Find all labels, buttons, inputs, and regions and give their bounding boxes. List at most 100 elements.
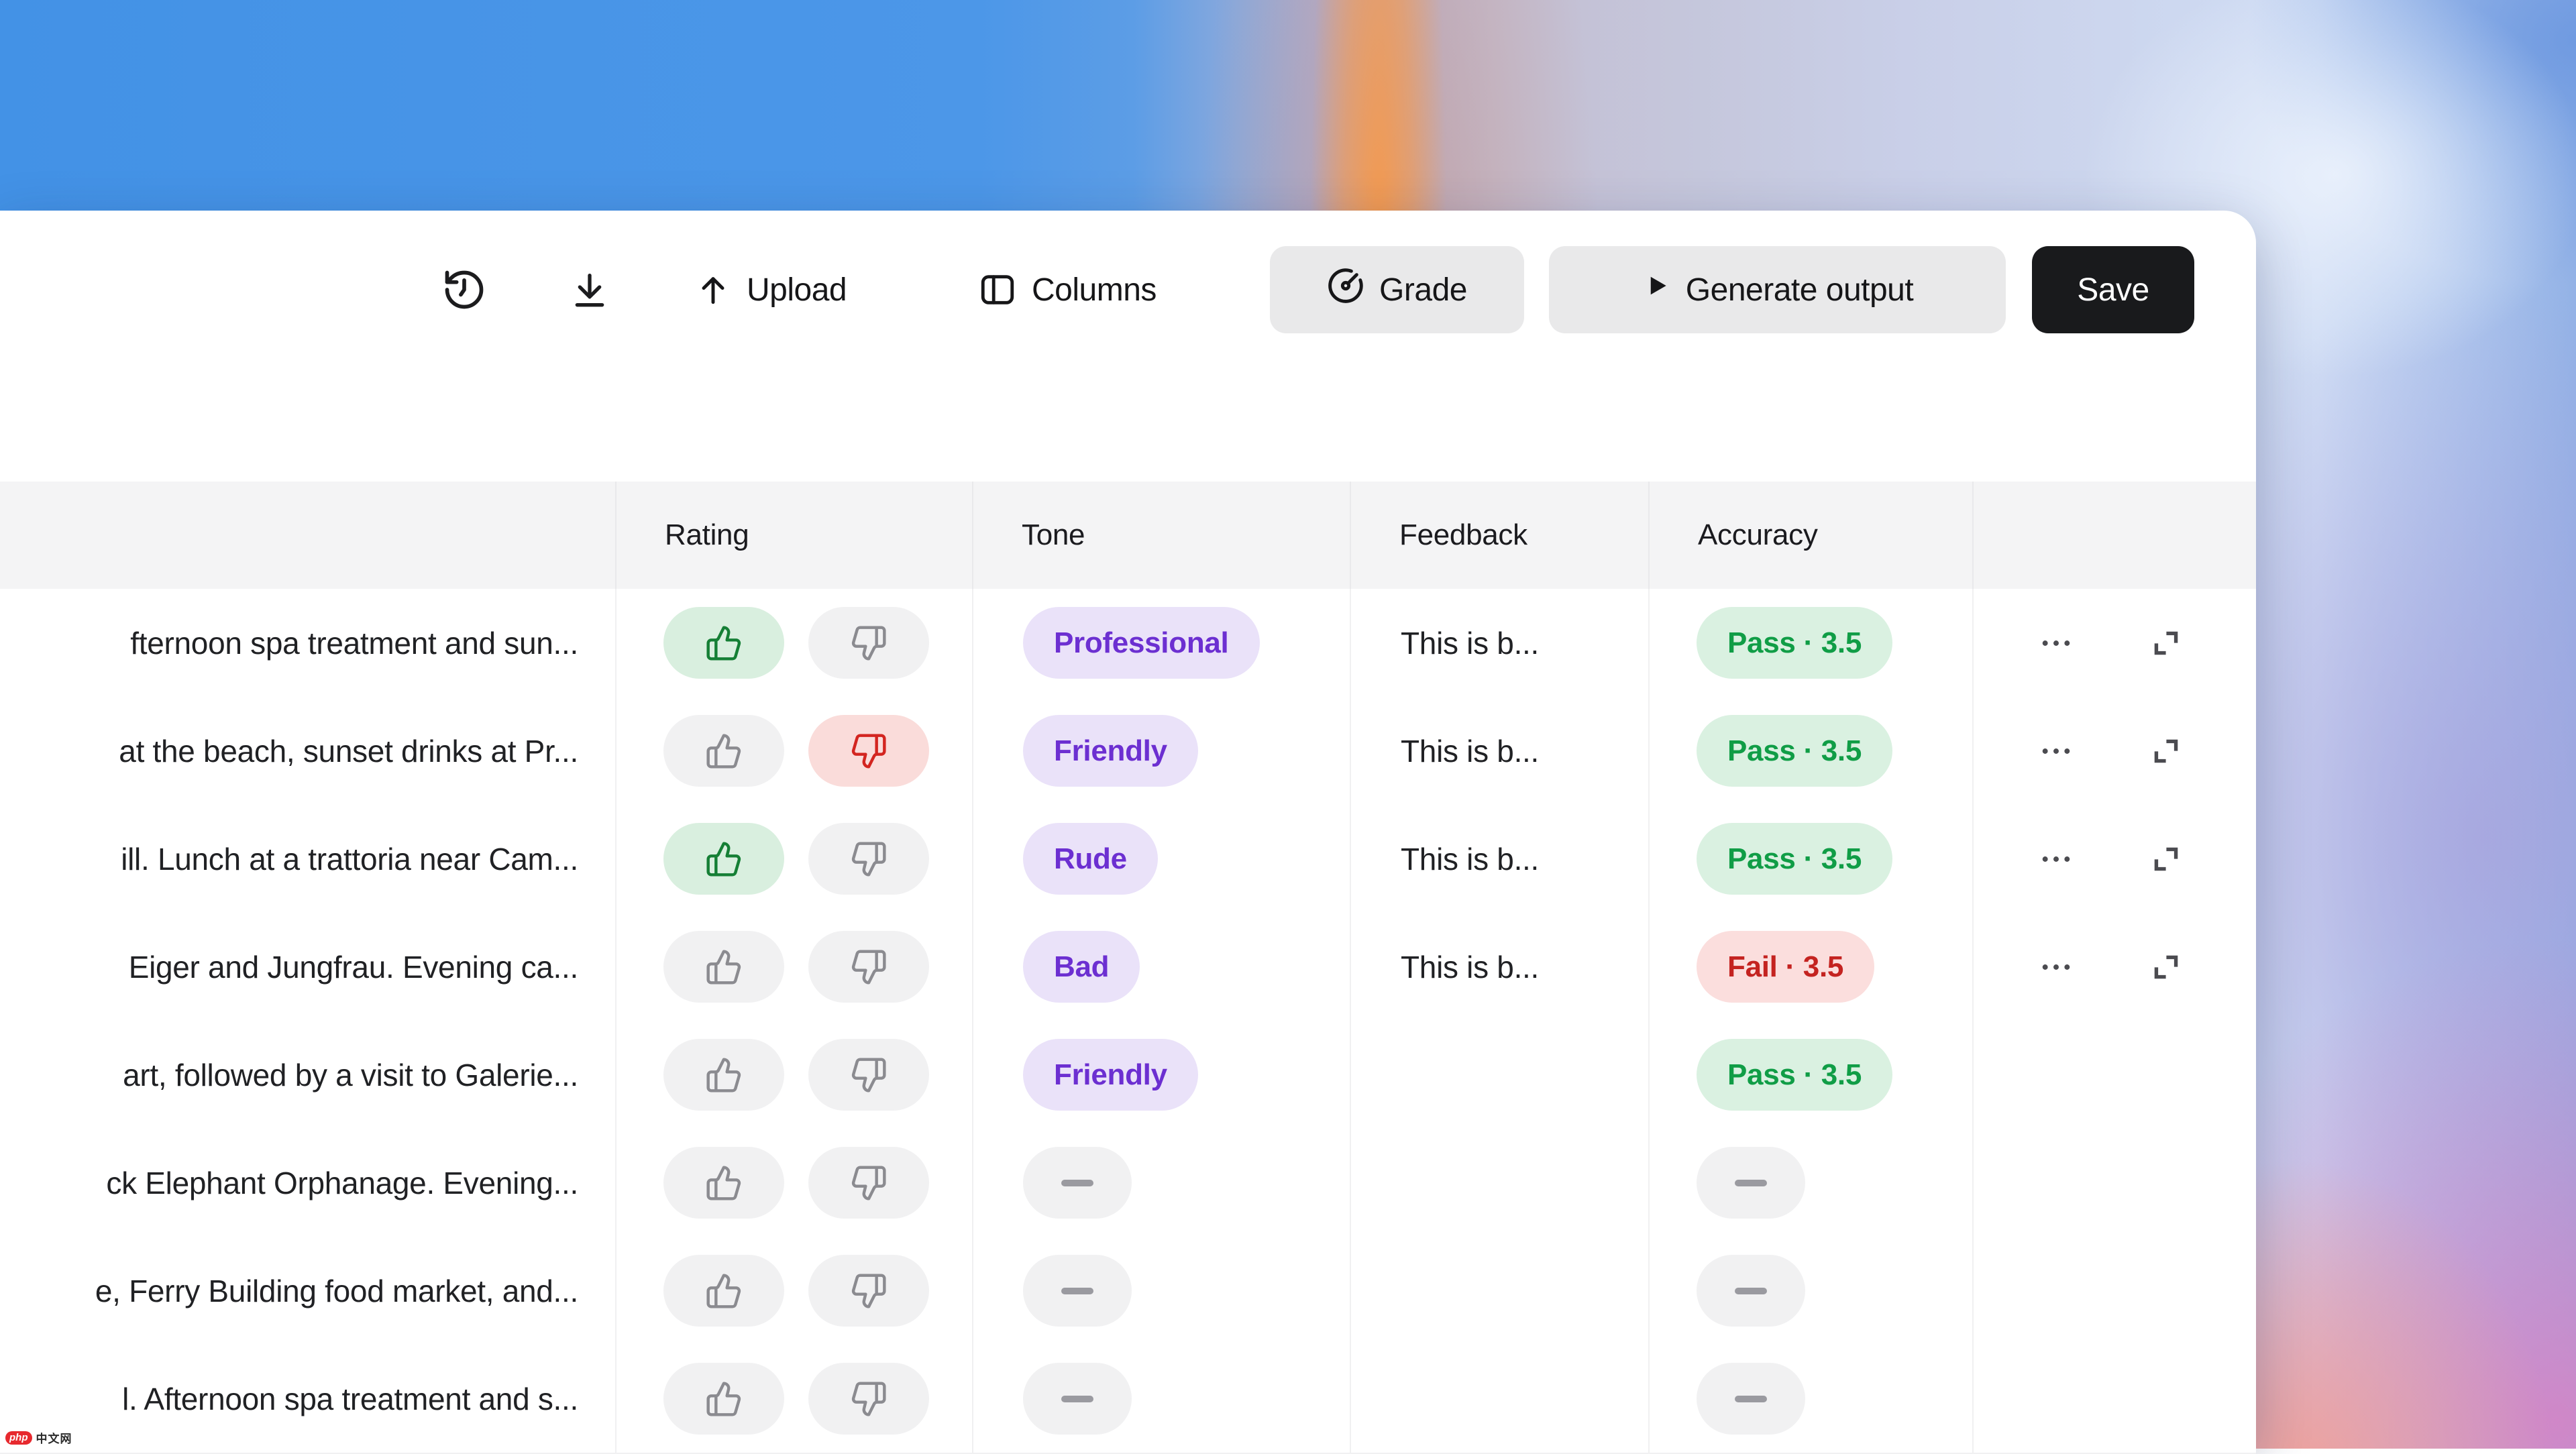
- input-cell[interactable]: ck Elephant Orphanage. Evening...: [0, 1129, 615, 1237]
- feedback-cell[interactable]: [1350, 1129, 1648, 1237]
- dash-icon: [1735, 1287, 1767, 1294]
- accuracy-cell[interactable]: Pass · 3.5: [1648, 697, 1972, 805]
- thumbs-up-button[interactable]: [663, 931, 784, 1003]
- accuracy-cell[interactable]: Fail · 3.5: [1648, 913, 1972, 1021]
- actions-cell: [1972, 1021, 2256, 1129]
- feedback-cell[interactable]: [1350, 1237, 1648, 1345]
- thumbs-down-button[interactable]: [808, 1039, 929, 1111]
- thumbs-down-button[interactable]: [808, 715, 929, 787]
- save-button[interactable]: Save: [2032, 246, 2194, 333]
- row-menu-button[interactable]: [2037, 732, 2075, 770]
- thumbs-down-button[interactable]: [808, 607, 929, 679]
- tone-badge: Friendly: [1023, 1039, 1198, 1111]
- actions-cell: [1972, 1345, 2256, 1453]
- input-cell[interactable]: Eiger and Jungfrau. Evening ca...: [0, 913, 615, 1021]
- watermark-text: 中文网: [36, 1433, 72, 1445]
- watermark: php 中文网: [5, 1429, 72, 1446]
- accuracy-badge: Pass · 3.5: [1697, 607, 1893, 679]
- feedback-cell[interactable]: This is b...: [1350, 589, 1648, 697]
- input-text: at the beach, sunset drinks at Pr...: [119, 733, 578, 769]
- row-menu-button[interactable]: [2037, 948, 2075, 986]
- row-menu-button[interactable]: [2037, 624, 2075, 662]
- thumbs-up-button[interactable]: [663, 823, 784, 895]
- rating-cell: [615, 1021, 972, 1129]
- tone-badge: Friendly: [1023, 715, 1198, 787]
- tone-cell[interactable]: Rude: [972, 805, 1350, 913]
- tone-cell[interactable]: [972, 1345, 1350, 1453]
- actions-cell: [1972, 1129, 2256, 1237]
- thumbs-up-icon: [705, 732, 743, 770]
- empty-value-badge: [1697, 1255, 1805, 1327]
- feedback-cell[interactable]: This is b...: [1350, 697, 1648, 805]
- tone-cell[interactable]: Professional: [972, 589, 1350, 697]
- feedback-text: This is b...: [1401, 841, 1540, 877]
- rating-cell: [615, 697, 972, 805]
- columns-button-label: Columns: [1032, 272, 1157, 308]
- tone-cell[interactable]: [972, 1237, 1350, 1345]
- thumbs-up-button[interactable]: [663, 715, 784, 787]
- thumbs-down-icon: [850, 732, 888, 770]
- thumbs-down-button[interactable]: [808, 1147, 929, 1219]
- expand-row-button[interactable]: [2147, 624, 2185, 662]
- thumbs-up-button[interactable]: [663, 1255, 784, 1327]
- tone-cell[interactable]: Bad: [972, 913, 1350, 1021]
- expand-row-button[interactable]: [2147, 732, 2185, 770]
- accuracy-cell[interactable]: [1648, 1237, 1972, 1345]
- input-cell[interactable]: art, followed by a visit to Galerie...: [0, 1021, 615, 1129]
- rating-cell: [615, 1237, 972, 1345]
- table-row: l. Afternoon spa treatment and s...: [0, 1345, 2256, 1454]
- feedback-cell[interactable]: [1350, 1021, 1648, 1129]
- input-cell[interactable]: fternoon spa treatment and sun...: [0, 589, 615, 697]
- feedback-text: This is b...: [1401, 625, 1540, 661]
- thumbs-down-button[interactable]: [808, 1255, 929, 1327]
- feedback-cell[interactable]: This is b...: [1350, 805, 1648, 913]
- input-cell[interactable]: e, Ferry Building food market, and...: [0, 1237, 615, 1345]
- accuracy-cell[interactable]: Pass · 3.5: [1648, 1021, 1972, 1129]
- rating-cell: [615, 1345, 972, 1453]
- upload-button[interactable]: Upload: [694, 246, 847, 333]
- tone-cell[interactable]: [972, 1129, 1350, 1237]
- feedback-cell[interactable]: [1350, 1345, 1648, 1453]
- expand-row-button[interactable]: [2147, 840, 2185, 878]
- accuracy-cell[interactable]: Pass · 3.5: [1648, 805, 1972, 913]
- thumbs-down-button[interactable]: [808, 931, 929, 1003]
- empty-value-badge: [1697, 1363, 1805, 1435]
- input-cell[interactable]: l. Afternoon spa treatment and s...: [0, 1345, 615, 1453]
- actions-cell: [1972, 913, 2256, 1021]
- input-cell[interactable]: ill. Lunch at a trattoria near Cam...: [0, 805, 615, 913]
- accuracy-cell[interactable]: Pass · 3.5: [1648, 589, 1972, 697]
- generate-output-button[interactable]: Generate output: [1549, 246, 2006, 333]
- download-button[interactable]: [566, 266, 614, 314]
- accuracy-badge: Pass · 3.5: [1697, 715, 1893, 787]
- rating-cell: [615, 589, 972, 697]
- accuracy-cell[interactable]: [1648, 1129, 1972, 1237]
- thumbs-up-button[interactable]: [663, 1147, 784, 1219]
- dash-icon: [1061, 1395, 1093, 1402]
- gauge-icon: [1327, 267, 1364, 313]
- column-header-actions: [1972, 482, 2256, 589]
- columns-button[interactable]: Columns: [978, 246, 1157, 333]
- feedback-cell[interactable]: This is b...: [1350, 913, 1648, 1021]
- thumbs-up-button[interactable]: [663, 1039, 784, 1111]
- thumbs-up-button[interactable]: [663, 1363, 784, 1435]
- input-cell[interactable]: at the beach, sunset drinks at Pr...: [0, 697, 615, 805]
- play-icon: [1642, 271, 1671, 309]
- thumbs-down-button[interactable]: [808, 823, 929, 895]
- rating-cell: [615, 805, 972, 913]
- expand-row-button[interactable]: [2147, 948, 2185, 986]
- actions-cell: [1972, 1237, 2256, 1345]
- thumbs-down-button[interactable]: [808, 1363, 929, 1435]
- history-button[interactable]: [440, 266, 488, 314]
- actions-cell: [1972, 589, 2256, 697]
- row-menu-button[interactable]: [2037, 840, 2075, 878]
- accuracy-cell[interactable]: [1648, 1345, 1972, 1453]
- download-icon: [568, 268, 611, 311]
- columns-panel-icon: [978, 270, 1017, 309]
- empty-value-badge: [1023, 1363, 1132, 1435]
- feedback-text: This is b...: [1401, 733, 1540, 769]
- thumbs-up-button[interactable]: [663, 607, 784, 679]
- grade-button[interactable]: Grade: [1270, 246, 1524, 333]
- tone-cell[interactable]: Friendly: [972, 697, 1350, 805]
- tone-cell[interactable]: Friendly: [972, 1021, 1350, 1129]
- thumbs-up-icon: [705, 1164, 743, 1202]
